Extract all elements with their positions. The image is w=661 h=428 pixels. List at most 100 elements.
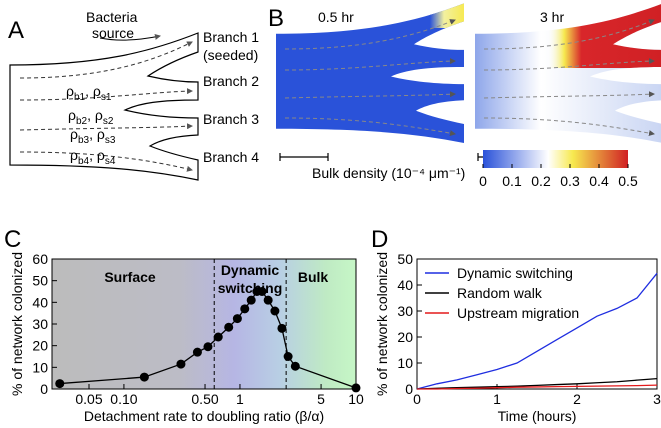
y-tick-label: 60 xyxy=(32,251,48,267)
branch-label: Branch 3 xyxy=(203,111,259,127)
data-point xyxy=(270,306,280,316)
region-background xyxy=(52,259,356,389)
y-axis-label: % of network colonized xyxy=(374,252,390,396)
branch-label: Branch 2 xyxy=(203,73,259,89)
flow-arrows xyxy=(284,19,655,137)
symbol: , ρ xyxy=(89,147,105,163)
x-tick-label: 3 xyxy=(653,391,661,407)
data-point xyxy=(351,383,361,393)
legend-label: Random walk xyxy=(457,285,543,301)
branch-label: Branch 1 xyxy=(203,29,259,45)
y-tick-label: 30 xyxy=(32,316,48,332)
branch-label: Branch 4 xyxy=(203,149,259,165)
flow-arrows xyxy=(19,41,193,172)
subscript: s3 xyxy=(105,135,116,146)
y-tick-label: 20 xyxy=(32,338,48,354)
data-point xyxy=(224,322,234,332)
data-point xyxy=(263,295,273,305)
symbol: , ρ xyxy=(87,107,103,123)
symbol: , ρ xyxy=(85,83,101,99)
data-point xyxy=(257,287,267,296)
panel-letter: B xyxy=(268,5,284,32)
x-axis-label: Time (hours) xyxy=(498,408,577,424)
data-point xyxy=(277,323,287,333)
x-tick-label: 0.05 xyxy=(75,391,102,407)
x-tick-label: 10 xyxy=(348,391,364,407)
region-label: switching xyxy=(218,280,283,296)
density-map xyxy=(430,3,464,28)
flow-label: ρb4, ρs4 xyxy=(70,147,116,167)
x-tick-label: 2 xyxy=(573,391,581,407)
y-tick-label: 50 xyxy=(32,273,48,289)
colorbar-tick-label: 0 xyxy=(479,173,487,189)
subscript: b4 xyxy=(78,156,90,167)
panel-letter: C xyxy=(4,226,21,253)
x-tick-label: 1 xyxy=(493,391,501,407)
data-point xyxy=(290,361,300,371)
symbol: ρ xyxy=(66,83,74,99)
y-tick-label: 30 xyxy=(397,303,413,319)
panel-letter: D xyxy=(371,226,388,253)
colorbar-tick-label: 0.1 xyxy=(502,173,522,189)
y-axis-label: % of network colonized xyxy=(9,252,25,396)
colorbar xyxy=(483,150,628,168)
colorbar-tick-label: 0.5 xyxy=(618,173,638,189)
colorbar-label: Bulk density (10⁻⁴ μm⁻¹) xyxy=(312,165,465,181)
colorbar-tick-label: 0.4 xyxy=(589,173,609,189)
subscript: b3 xyxy=(78,135,90,146)
colorbar-tick-label: 0.3 xyxy=(560,173,580,189)
data-point xyxy=(139,372,149,382)
data-point xyxy=(213,332,223,342)
symbol: ρ xyxy=(70,126,78,142)
x-tick-label: 0.10 xyxy=(110,391,137,407)
panel-letter: A xyxy=(8,17,24,44)
region-label: Dynamic xyxy=(221,262,280,278)
data-point xyxy=(203,342,213,352)
data-line xyxy=(416,272,658,390)
y-tick-label: 0 xyxy=(405,381,413,397)
axes-frame xyxy=(416,258,658,390)
source-arrow xyxy=(99,34,161,41)
legend-label: Upstream migration xyxy=(457,305,579,321)
subscript: b2 xyxy=(76,116,88,127)
data-line xyxy=(417,384,658,390)
subscript: b1 xyxy=(74,92,86,103)
x-axis-label: Detachment rate to doubling ratio (β/α) xyxy=(84,408,324,424)
source-label: source xyxy=(92,25,134,41)
y-tick-label: 40 xyxy=(32,294,48,310)
y-tick-label: 0 xyxy=(40,381,48,397)
flow-label: ρb3, ρs3 xyxy=(70,126,116,146)
symbol: ρ xyxy=(70,147,78,163)
subscript: s4 xyxy=(105,156,116,167)
time-label: 0.5 hr xyxy=(318,9,354,25)
data-point xyxy=(232,314,242,324)
subscript: s1 xyxy=(101,92,112,103)
branch-label: (seeded) xyxy=(203,47,258,63)
subscript: s2 xyxy=(103,116,114,127)
data-point xyxy=(283,352,293,361)
flow-label: ρb1, ρs1 xyxy=(66,83,112,103)
legend-label: Dynamic switching xyxy=(457,265,573,281)
x-tick-label: 5 xyxy=(317,391,325,407)
flow-label: ρb2, ρs2 xyxy=(68,107,114,127)
y-tick-label: 20 xyxy=(397,329,413,345)
data-point xyxy=(192,347,202,357)
region-label: Bulk xyxy=(298,269,329,285)
y-tick-label: 10 xyxy=(32,359,48,375)
y-tick-label: 40 xyxy=(397,277,413,293)
region-label: Surface xyxy=(104,269,156,285)
data-point xyxy=(55,379,65,389)
source-label: Bacteria xyxy=(86,9,138,25)
data-point xyxy=(240,304,250,314)
colorbar-tick-label: 0.2 xyxy=(531,173,551,189)
x-tick-label: 0 xyxy=(413,391,421,407)
x-tick-label: 0.50 xyxy=(191,391,218,407)
data-point xyxy=(246,295,256,305)
x-tick-label: 1 xyxy=(236,391,244,407)
data-point xyxy=(176,359,186,369)
y-tick-label: 10 xyxy=(397,355,413,371)
density-map xyxy=(475,3,661,68)
time-label: 3 hr xyxy=(540,9,564,25)
data-line xyxy=(416,377,658,390)
